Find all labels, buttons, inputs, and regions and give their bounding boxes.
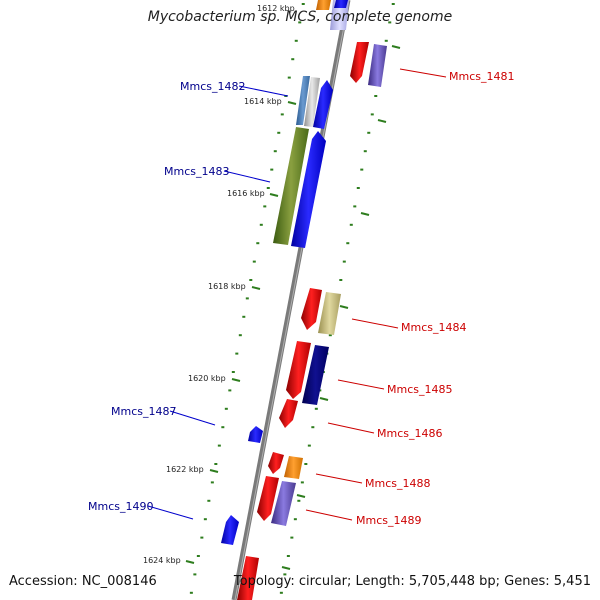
outer-major-tick: [296, 494, 306, 498]
gene-label-mmcs-1483[interactable]: Mmcs_1483: [164, 165, 229, 178]
outer-major-tick: [391, 45, 401, 49]
gene-top-blue[interactable]: [334, 0, 348, 8]
gene-mmcs-1481-red[interactable]: [350, 42, 369, 83]
gene-mmcs-1486-red[interactable]: [279, 399, 298, 428]
gene-label-mmcs-1484[interactable]: Mmcs_1484: [401, 321, 466, 334]
kbp-major-tick: [185, 560, 195, 564]
kbp-major-tick: [251, 286, 261, 290]
inner-tick-ring: [189, 3, 305, 594]
gene-mmcs-1485-red[interactable]: [286, 341, 311, 399]
kbp-major-tick: [209, 469, 219, 473]
gene-bottom-red[interactable]: [237, 556, 259, 600]
label-leaders: [147, 68, 447, 521]
gene-top-orange[interactable]: [316, 0, 331, 10]
outer-major-tick: [319, 397, 329, 401]
gene-mmcs-1484-khaki[interactable]: [318, 292, 341, 335]
kbp-label-1618: 1618 kbp: [208, 282, 246, 291]
gene-mmcs-1485-navy[interactable]: [302, 345, 329, 405]
kbp-label-1624: 1624 kbp: [143, 556, 181, 565]
kbp-major-ticks: [185, 45, 401, 570]
kbp-major-tick: [287, 101, 297, 105]
kbp-label-1616: 1616 kbp: [227, 189, 265, 198]
gene-mmcs-1483-blue[interactable]: [291, 131, 326, 248]
gene-mmcs-1482-grey[interactable]: [304, 77, 320, 127]
gene-label-mmcs-1486[interactable]: Mmcs_1486: [377, 427, 442, 440]
accession-text: Accession: NC_008146: [9, 574, 157, 589]
outer-major-tick: [339, 305, 349, 309]
gene-mmcs-1484-red[interactable]: [301, 288, 322, 330]
kbp-label-1622: 1622 kbp: [166, 465, 204, 474]
topology-text: Topology: circular; Length: 5,705,448 bp…: [233, 574, 591, 589]
outer-major-tick: [281, 566, 291, 570]
gene-mmcs-1489-red[interactable]: [257, 476, 279, 521]
kbp-major-tick: [231, 378, 241, 382]
gene-mmcs-1482-steel[interactable]: [296, 76, 310, 125]
kbp-major-tick: [269, 193, 279, 197]
gene-mmcs-1488-orange[interactable]: [284, 456, 303, 479]
gene-mmcs-1489-purple[interactable]: [271, 481, 296, 526]
kbp-label-1612: 1612 kbp: [257, 4, 295, 13]
gene-label-mmcs-1488[interactable]: Mmcs_1488: [365, 477, 430, 490]
gene-mmcs-1488-red[interactable]: [268, 452, 284, 474]
gene-mmcs-1483-olive[interactable]: [273, 127, 309, 245]
gene-label-mmcs-1487[interactable]: Mmcs_1487: [111, 405, 176, 418]
gene-mmcs-1482-blue[interactable]: [313, 80, 333, 129]
gene-mmcs-1487-blue[interactable]: [248, 426, 263, 443]
kbp-label-1620: 1620 kbp: [188, 374, 226, 383]
gene-label-mmcs-1481[interactable]: Mmcs_1481: [449, 70, 514, 83]
outer-major-tick: [377, 119, 387, 123]
kbp-label-1614: 1614 kbp: [244, 97, 282, 106]
gene-label-mmcs-1482[interactable]: Mmcs_1482: [180, 80, 245, 93]
map-title: Mycobacterium sp. MCS, complete genome: [147, 9, 453, 25]
gene-mmcs-1490-blue[interactable]: [221, 515, 239, 545]
outer-major-tick: [360, 212, 370, 216]
gene-label-mmcs-1490[interactable]: Mmcs_1490: [88, 500, 153, 513]
gene-label-mmcs-1489[interactable]: Mmcs_1489: [356, 514, 421, 527]
gene-mmcs-1481-purple[interactable]: [368, 44, 387, 87]
gene-label-mmcs-1485[interactable]: Mmcs_1485: [387, 383, 452, 396]
